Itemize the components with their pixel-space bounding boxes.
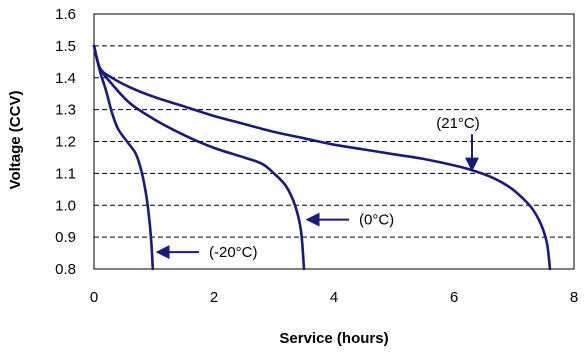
x-tick-label: 6 <box>450 289 458 306</box>
y-tick-label: 1.6 <box>55 6 76 23</box>
series-line <box>92 44 306 271</box>
x-tick-label: 0 <box>90 289 98 306</box>
y-axis-title: Voltage (CCV) <box>7 91 24 190</box>
y-tick-label: 1.2 <box>55 134 76 151</box>
annotation-label: (21°C) <box>436 115 480 132</box>
plot-area-border <box>93 13 575 270</box>
annotation-label: (0°C) <box>359 212 394 229</box>
y-tick-label: 1.3 <box>55 102 76 119</box>
x-axis-title: Service (hours) <box>279 330 388 347</box>
y-tick-label: 1.1 <box>55 165 76 182</box>
y-tick-label: 0.8 <box>55 261 76 278</box>
y-tick-label: 1.0 <box>55 197 76 214</box>
x-tick-label: 4 <box>330 289 338 306</box>
y-tick-label: 1.5 <box>55 38 76 55</box>
plot-frame <box>93 13 575 270</box>
series-lines <box>92 44 552 271</box>
series-line <box>92 44 552 271</box>
y-tick-label: 1.4 <box>55 70 76 87</box>
y-tick-label: 0.9 <box>55 229 76 246</box>
x-tick-labels: 0 2 4 6 8 <box>90 289 578 306</box>
y-tick-labels: 0.8 0.9 1.0 1.1 1.2 1.3 1.4 1.5 1.6 <box>55 6 76 278</box>
annotations: (21°C) (0°C) (-20°C) <box>155 115 480 261</box>
x-tick-label: 2 <box>210 289 218 306</box>
annotation-label: (-20°C) <box>209 244 258 261</box>
x-tick-label: 8 <box>570 289 578 306</box>
series-line <box>92 44 155 271</box>
grid-lines <box>94 45 574 238</box>
